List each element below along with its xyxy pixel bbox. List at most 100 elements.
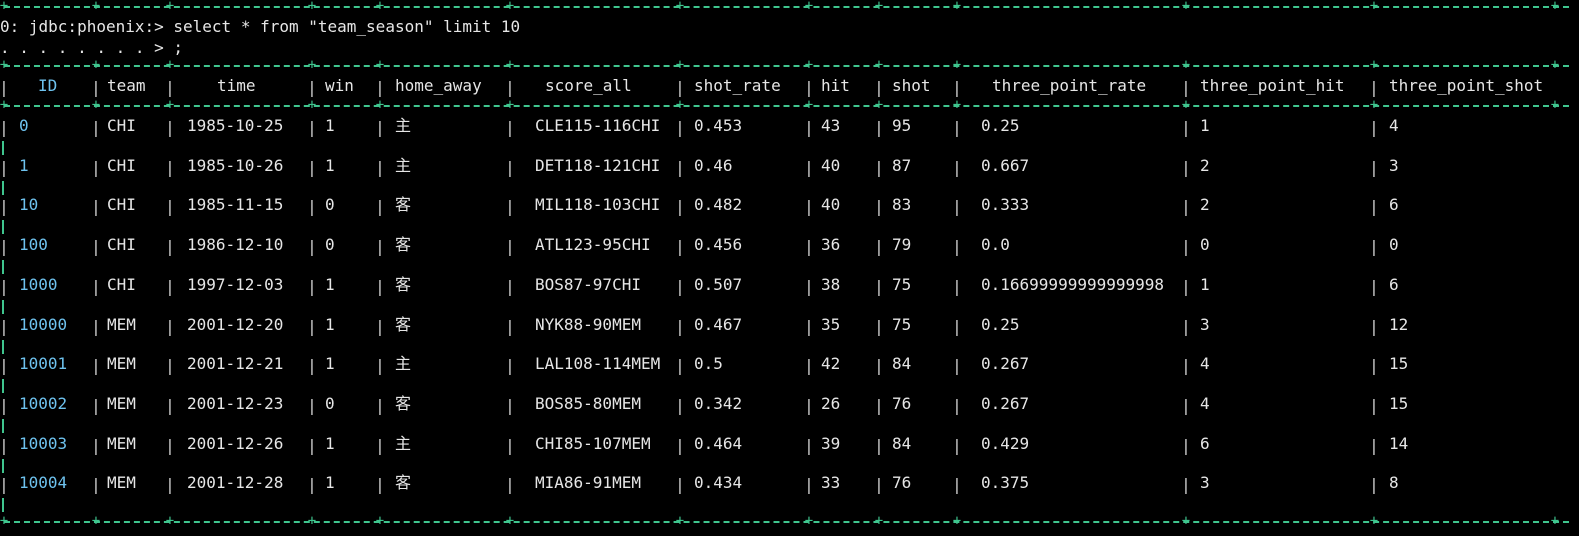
border-corner: +: [1181, 97, 1191, 113]
column-separator: |: [1181, 118, 1191, 137]
line-wrap-marker: [2, 220, 4, 234]
column-separator: |: [874, 356, 884, 375]
cell-time: 2001-12-26: [187, 434, 284, 453]
column-separator: |: [675, 356, 685, 375]
cell-shot: 87: [892, 156, 912, 175]
cell-shot-rate: 0.434: [694, 473, 743, 492]
border-corner: +: [165, 513, 175, 529]
column-separator: |: [307, 277, 317, 296]
column-separator: |: [675, 396, 685, 415]
cell-three-point-hit: 3: [1200, 315, 1210, 334]
cell-hit: 42: [821, 354, 841, 373]
column-separator: |: [804, 197, 814, 216]
border-corner: +: [0, 57, 9, 73]
column-separator: |: [165, 396, 175, 415]
cell-id: 10000: [19, 315, 68, 334]
border-corner: +: [804, 97, 814, 113]
column-separator: |: [307, 436, 317, 455]
cell-shot-rate: 0.46: [694, 156, 733, 175]
cell-team: MEM: [107, 315, 136, 334]
cell-time: 2001-12-20: [187, 315, 284, 334]
column-separator: |: [1181, 78, 1191, 97]
column-separator: |: [675, 237, 685, 256]
column-separator: |: [375, 475, 385, 494]
cell-shot: 84: [892, 434, 912, 453]
cell-three-point-hit: 1: [1200, 116, 1210, 135]
border-corner: +: [307, 57, 317, 73]
border-corner: +: [804, 513, 814, 529]
table-row[interactable]: | | | | | | | | | | | | 10 CHI 1985-11-15 0 客 MIL118-103C…: [0, 193, 1579, 217]
cell-three-point-rate: 0.16699999999999998: [981, 275, 1165, 294]
table-row[interactable]: | | | | | | | | | | | | 10004 MEM 2001-12-28 1 客 MIA86-91…: [0, 471, 1579, 495]
cell-shot: 76: [892, 394, 912, 413]
column-separator: |: [505, 436, 515, 455]
column-separator: |: [165, 78, 175, 97]
column-separator: |: [0, 118, 9, 137]
table-row[interactable]: | | | | | | | | | | | | 10002 MEM 2001-12-23 0 客 BOS85-80…: [0, 392, 1579, 416]
column-separator: |: [1369, 78, 1379, 97]
cell-hit: 38: [821, 275, 841, 294]
table-header-row: | | | | | | | | | | | | ID team time win home_away score_…: [0, 74, 1579, 98]
table-row[interactable]: | | | | | | | | | | | | 100 CHI 1986-12-10 0 客 ATL123-95C…: [0, 233, 1579, 257]
column-separator: |: [91, 237, 101, 256]
cell-hit: 40: [821, 156, 841, 175]
border-corner: +: [952, 97, 962, 113]
column-header-id: ID: [38, 76, 58, 95]
cell-three-point-shot: 3: [1389, 156, 1399, 175]
column-separator: |: [307, 237, 317, 256]
cell-win: 0: [325, 235, 335, 254]
border-corner: +: [1369, 57, 1379, 73]
cell-score-all: ATL123-95CHI: [535, 235, 651, 254]
column-separator: |: [165, 158, 175, 177]
cell-win: 1: [325, 315, 335, 334]
column-separator: |: [307, 197, 317, 216]
border-corner: +: [675, 57, 685, 73]
table-row[interactable]: | | | | | | | | | | | | 1 CHI 1985-10-26 1 主 DET118-121CH…: [0, 154, 1579, 178]
column-separator: |: [165, 197, 175, 216]
column-separator: |: [952, 475, 962, 494]
cell-team: CHI: [107, 116, 136, 135]
column-separator: |: [874, 158, 884, 177]
column-separator: |: [91, 475, 101, 494]
border-corner: +: [1369, 0, 1379, 14]
cell-hit: 35: [821, 315, 841, 334]
column-separator: |: [804, 237, 814, 256]
column-separator: |: [952, 78, 962, 97]
table-row[interactable]: | | | | | | | | | | | | 10003 MEM 2001-12-26 1 主 CHI85-10…: [0, 432, 1579, 456]
column-separator: |: [375, 78, 385, 97]
column-separator: |: [804, 78, 814, 97]
column-separator: |: [307, 356, 317, 375]
cell-home-away: 客: [395, 473, 412, 492]
table-border-bottom: + + + + + + + + + + + + +: [0, 513, 1579, 529]
column-separator: |: [0, 197, 9, 216]
table-row[interactable]: | | | | | | | | | | | | 1000 CHI 1997-12-03 1 客 BOS87-97C…: [0, 273, 1579, 297]
cell-team: CHI: [107, 275, 136, 294]
cell-team: MEM: [107, 354, 136, 373]
table-row[interactable]: | | | | | | | | | | | | 10001 MEM 2001-12-21 1 主 LAL108-1…: [0, 352, 1579, 376]
border-corner: +: [1181, 513, 1191, 529]
cell-score-all: CLE115-116CHI: [535, 116, 661, 135]
column-separator: |: [165, 277, 175, 296]
cell-three-point-shot: 4: [1389, 116, 1399, 135]
column-separator: |: [952, 197, 962, 216]
line-wrap-marker: [2, 260, 4, 274]
table-row[interactable]: | | | | | | | | | | | | 10000 MEM 2001-12-20 1 客 NYK88-90…: [0, 313, 1579, 337]
column-separator: |: [165, 436, 175, 455]
prompt-line: 0: jdbc:phoenix:> select * from "team_se…: [0, 17, 521, 36]
border-corner: +: [505, 57, 515, 73]
column-separator: |: [307, 78, 317, 97]
cell-id: 10002: [19, 394, 68, 413]
cell-score-all: CHI85-107MEM: [535, 434, 651, 453]
table-row[interactable]: | | | | | | | | | | | | 0 CHI 1985-10-25 1 主 CLE115-116CH…: [0, 114, 1579, 138]
line-wrap-marker: [2, 141, 4, 155]
column-separator: |: [0, 356, 9, 375]
cell-win: 1: [325, 473, 335, 492]
column-separator: |: [952, 158, 962, 177]
column-separator: |: [675, 317, 685, 336]
column-separator: |: [804, 158, 814, 177]
cell-time: 1985-10-26: [187, 156, 284, 175]
cell-win: 1: [325, 116, 335, 135]
column-separator: |: [0, 317, 9, 336]
column-separator: |: [1181, 396, 1191, 415]
